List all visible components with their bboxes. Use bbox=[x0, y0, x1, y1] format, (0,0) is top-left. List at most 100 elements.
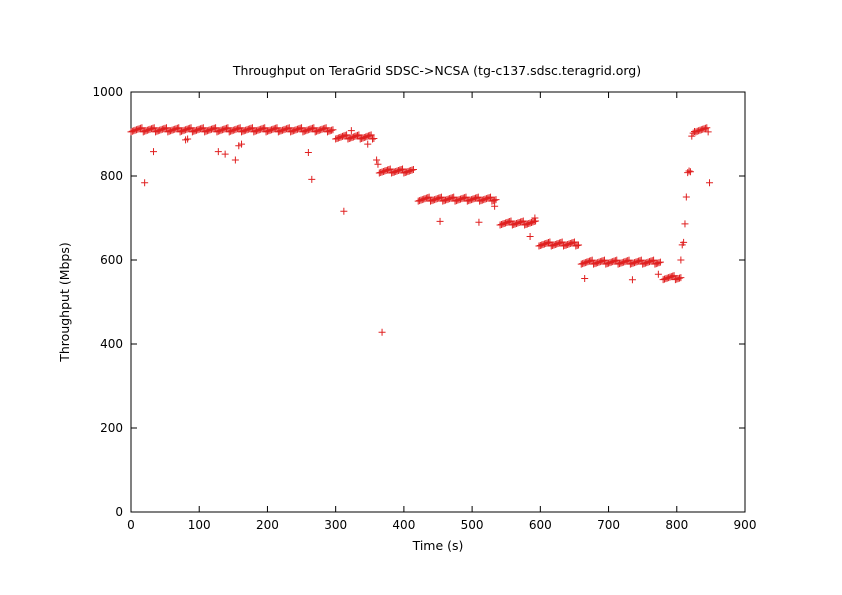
data-point bbox=[624, 257, 632, 265]
data-point bbox=[187, 124, 195, 132]
data-point bbox=[341, 131, 349, 139]
data-point bbox=[273, 124, 281, 132]
x-tick-label: 200 bbox=[256, 518, 279, 532]
data-point bbox=[212, 124, 220, 132]
y-tick-label: 600 bbox=[100, 253, 123, 267]
data-point bbox=[450, 193, 458, 201]
data-point bbox=[308, 124, 316, 132]
data-point bbox=[492, 196, 500, 204]
data-point bbox=[474, 193, 482, 201]
data-point bbox=[670, 272, 678, 280]
data-point bbox=[322, 124, 330, 132]
data-point bbox=[210, 124, 218, 132]
data-point bbox=[682, 193, 690, 201]
data-point bbox=[689, 129, 697, 137]
data-point bbox=[173, 124, 181, 132]
data-point bbox=[519, 217, 527, 225]
data-point bbox=[224, 124, 232, 132]
x-tick-label: 600 bbox=[529, 518, 552, 532]
data-point bbox=[530, 218, 538, 226]
data-point bbox=[367, 131, 375, 139]
data-point bbox=[399, 165, 407, 173]
data-point bbox=[681, 220, 689, 228]
data-point bbox=[296, 124, 304, 132]
data-point bbox=[397, 165, 405, 173]
data-point bbox=[425, 193, 433, 201]
data-point bbox=[198, 124, 206, 132]
data-point bbox=[308, 175, 316, 183]
data-point bbox=[648, 257, 656, 265]
data-point bbox=[575, 241, 583, 249]
data-point bbox=[636, 257, 644, 265]
data-point bbox=[613, 256, 621, 264]
data-point bbox=[141, 179, 149, 187]
data-point bbox=[628, 276, 636, 284]
data-point bbox=[378, 328, 386, 336]
data-point bbox=[485, 194, 493, 202]
data-point bbox=[526, 232, 534, 240]
data-point bbox=[676, 274, 684, 282]
data-point bbox=[656, 258, 664, 266]
data-point bbox=[688, 132, 696, 140]
data-point bbox=[162, 124, 170, 132]
data-point bbox=[625, 256, 633, 264]
y-tick-label: 400 bbox=[100, 337, 123, 351]
data-point bbox=[570, 238, 578, 246]
data-point bbox=[369, 135, 377, 143]
x-tick-label: 700 bbox=[597, 518, 620, 532]
data-point bbox=[366, 131, 374, 139]
x-tick-label: 900 bbox=[734, 518, 757, 532]
data-point bbox=[587, 257, 595, 265]
data-point bbox=[364, 140, 372, 148]
data-point bbox=[506, 218, 514, 226]
data-point bbox=[487, 193, 495, 201]
data-point bbox=[373, 156, 381, 164]
data-point bbox=[175, 124, 183, 132]
data-point bbox=[475, 218, 483, 226]
data-point bbox=[461, 194, 469, 202]
data-points bbox=[127, 124, 714, 336]
data-point bbox=[137, 124, 145, 132]
axis-ticks bbox=[130, 91, 746, 513]
data-point bbox=[532, 217, 540, 225]
data-point bbox=[448, 194, 456, 202]
data-point bbox=[321, 124, 329, 132]
y-tick-label: 200 bbox=[100, 421, 123, 435]
data-point bbox=[462, 193, 470, 201]
data-point bbox=[347, 127, 355, 135]
data-point bbox=[248, 124, 256, 132]
data-point bbox=[199, 124, 207, 132]
data-point bbox=[223, 124, 231, 132]
x-tick-label: 100 bbox=[188, 518, 211, 532]
data-point bbox=[677, 256, 685, 264]
y-tick-label: 0 bbox=[115, 505, 123, 519]
data-point bbox=[558, 238, 566, 246]
data-point bbox=[386, 165, 394, 173]
x-tick-label: 500 bbox=[461, 518, 484, 532]
y-tick-label: 800 bbox=[100, 169, 123, 183]
data-point bbox=[436, 194, 444, 202]
data-point bbox=[298, 124, 306, 132]
data-point bbox=[340, 207, 348, 215]
data-point bbox=[184, 135, 192, 143]
data-point bbox=[214, 148, 222, 156]
x-tick-label: 800 bbox=[665, 518, 688, 532]
data-point bbox=[247, 124, 255, 132]
x-tick-label: 400 bbox=[392, 518, 415, 532]
data-point bbox=[546, 238, 554, 246]
data-point bbox=[557, 239, 565, 247]
data-point bbox=[588, 256, 596, 264]
y-tick-label: 1000 bbox=[92, 85, 123, 99]
data-point bbox=[436, 217, 444, 225]
data-point bbox=[272, 124, 280, 132]
data-point bbox=[138, 124, 146, 132]
data-point bbox=[491, 196, 499, 204]
data-point bbox=[304, 148, 312, 156]
y-axis-label: Throughput (Mbps) bbox=[57, 242, 72, 363]
data-point bbox=[637, 256, 645, 264]
data-point bbox=[221, 150, 229, 158]
data-point bbox=[701, 124, 709, 132]
data-point bbox=[355, 131, 363, 139]
data-point bbox=[545, 239, 553, 247]
